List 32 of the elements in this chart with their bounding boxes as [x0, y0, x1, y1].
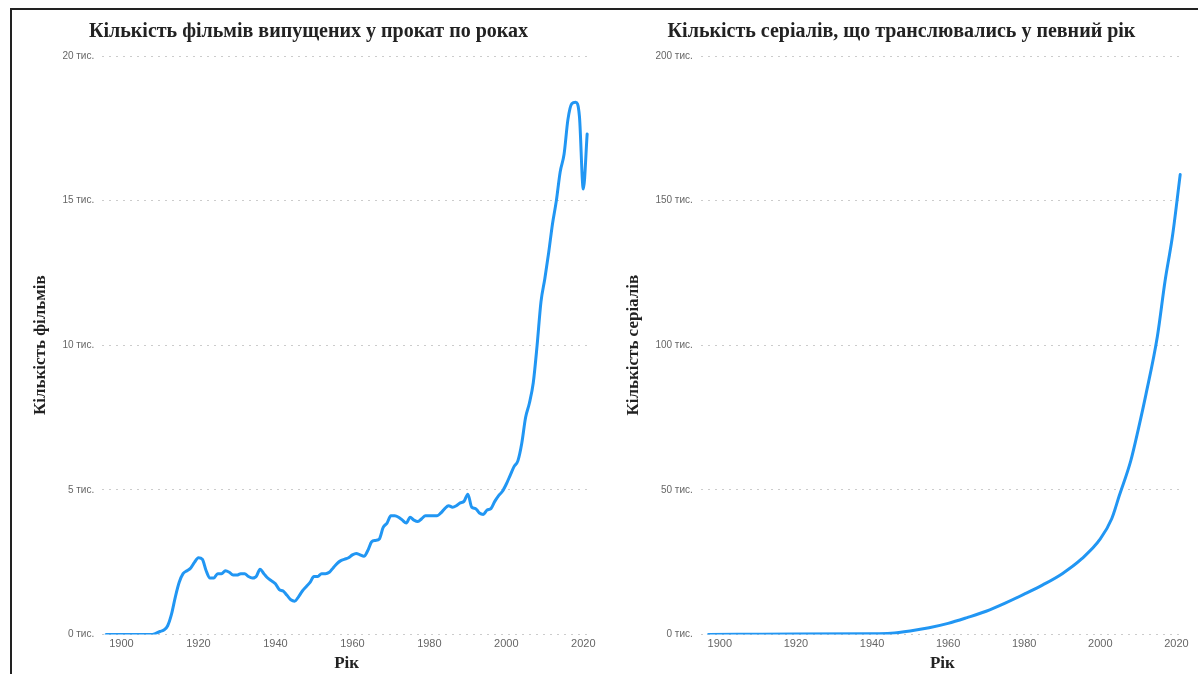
y-tick-label: 0 тис.	[666, 628, 693, 640]
y-tick-label: 10 тис.	[62, 338, 95, 350]
x-tick-label: 2000	[1088, 637, 1113, 650]
x-axis-title: Рік	[334, 653, 360, 673]
y-axis-title: Кількість серіалів	[622, 274, 642, 416]
y-tick-label: 0 тис.	[67, 628, 95, 640]
y-tick-label: 150 тис.	[655, 194, 693, 206]
x-tick-label: 1900	[109, 637, 134, 650]
y-tick-label: 20 тис.	[62, 49, 95, 61]
x-tick-label: 2020	[571, 637, 596, 650]
x-tick-label: 1900	[707, 637, 733, 650]
y-tick-label: 200 тис.	[655, 49, 693, 61]
y-tick-label: 5 тис.	[67, 483, 95, 495]
x-tick-label: 2000	[494, 637, 519, 650]
x-tick-label: 1920	[186, 637, 211, 650]
y-axis-title: Кількість фільмів	[29, 275, 49, 416]
y-tick-label: 15 тис.	[62, 194, 95, 206]
x-tick-label: 2020	[1164, 637, 1189, 650]
x-tick-label: 1980	[1011, 637, 1037, 650]
x-tick-label: 1940	[263, 637, 288, 650]
x-tick-label: 1920	[783, 637, 809, 650]
line-series	[706, 173, 1182, 635]
line-series	[104, 100, 589, 635]
x-tick-label: 1980	[417, 637, 442, 650]
y-tick-label: 100 тис.	[655, 338, 693, 350]
x-tick-label: 1960	[935, 637, 961, 650]
y-tick-label: 50 тис.	[660, 483, 693, 495]
chart-title: Кількість фільмів випущених у прокат по роках	[88, 19, 529, 43]
x-axis-title: Рік	[929, 653, 956, 673]
x-tick-label: 1960	[340, 637, 365, 650]
x-tick-label: 1940	[859, 637, 885, 650]
chart-title: Кількість серіалів, що транслювались у певний рік	[667, 19, 1136, 43]
